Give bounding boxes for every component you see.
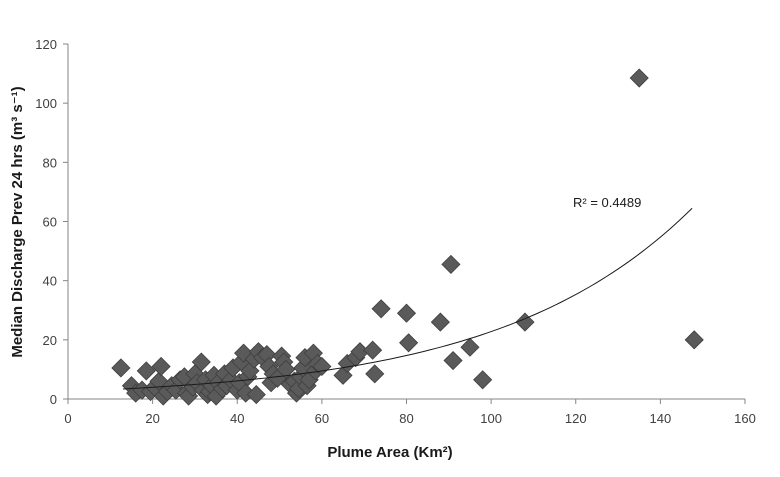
x-tick-label: 120 <box>565 411 587 426</box>
data-point <box>191 352 211 372</box>
y-tick-label: 80 <box>43 155 57 170</box>
data-point <box>246 384 266 405</box>
data-point <box>276 359 296 379</box>
data-point <box>365 364 385 384</box>
data-point <box>363 340 383 360</box>
r-squared-annotation: R² = 0.4489 <box>573 195 641 210</box>
data-point <box>149 371 169 391</box>
data-point <box>371 299 391 319</box>
y-tick-label: 40 <box>43 274 57 289</box>
data-point <box>629 68 649 88</box>
data-point <box>151 356 171 377</box>
data-point <box>684 330 704 350</box>
data-points <box>111 68 704 406</box>
data-point <box>460 337 480 357</box>
data-point <box>111 358 131 378</box>
trendline <box>122 207 693 390</box>
data-point <box>515 312 535 332</box>
x-tick-label: 100 <box>480 411 502 426</box>
data-point <box>136 361 156 381</box>
x-ticks: 0 20 40 60 80 100 120 140 160 <box>64 399 756 426</box>
data-point <box>430 312 450 332</box>
x-tick-label: 140 <box>650 411 672 426</box>
data-point <box>473 370 493 390</box>
x-axis-title: Plume Area (Km²) <box>327 444 452 461</box>
x-tick-label: 60 <box>315 411 329 426</box>
y-tick-label: 20 <box>43 333 57 348</box>
data-point <box>443 350 463 371</box>
x-tick-label: 40 <box>230 411 244 426</box>
data-point <box>441 254 461 274</box>
y-tick-label: 100 <box>35 96 57 111</box>
data-point <box>396 303 417 323</box>
x-tick-label: 0 <box>64 411 71 426</box>
y-axis-title: Median Discharge Prev 24 hrs (m³ s⁻¹) <box>9 86 26 357</box>
y-ticks: 0 20 40 60 80 100 120 <box>35 37 68 407</box>
data-point <box>333 365 353 385</box>
y-tick-label: 120 <box>35 37 57 52</box>
y-tick-label: 0 <box>50 392 57 407</box>
x-tick-label: 80 <box>399 411 413 426</box>
x-tick-label: 20 <box>145 411 159 426</box>
y-tick-label: 60 <box>43 215 57 230</box>
data-point <box>312 356 332 377</box>
data-point <box>399 333 419 353</box>
data-point <box>234 343 254 363</box>
x-tick-label: 160 <box>734 411 756 426</box>
